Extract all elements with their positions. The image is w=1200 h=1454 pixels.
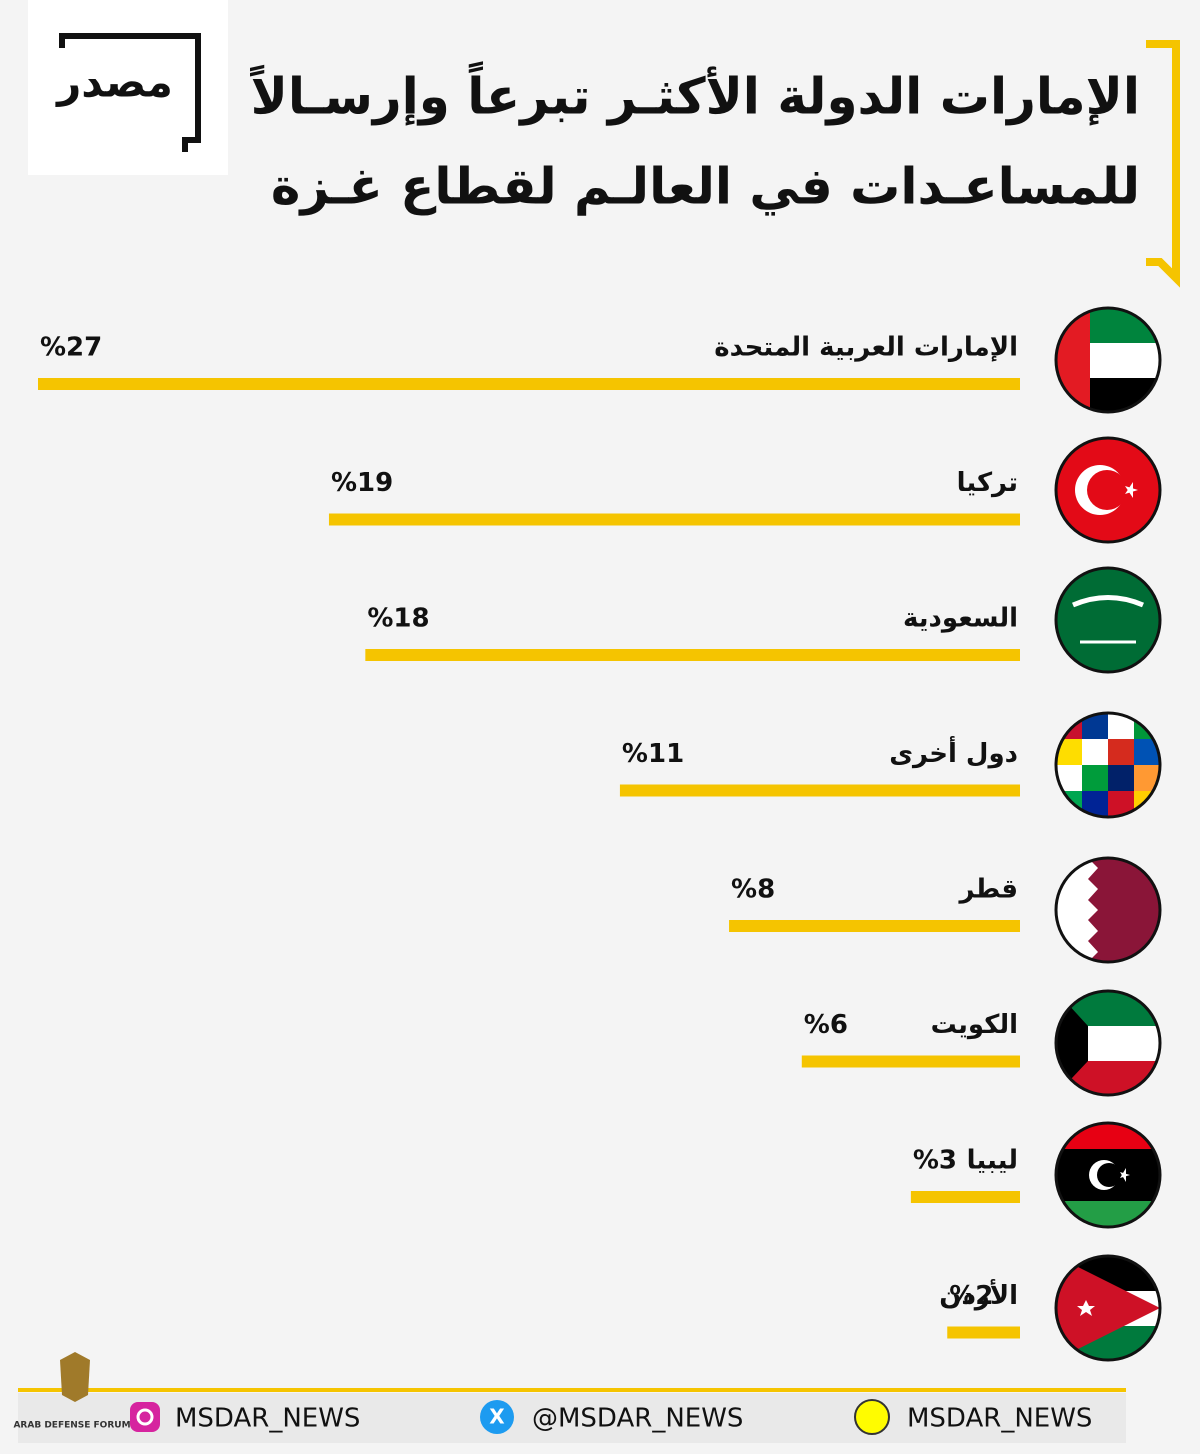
value-label: %8: [731, 875, 775, 905]
title-line: للمساعـدات في العالـم لقطاع غـزة: [271, 158, 1140, 217]
flag-uae: [1054, 306, 1162, 414]
flag-jordan: [1054, 1254, 1162, 1362]
bar: [619, 784, 1020, 797]
watermark-shield: [60, 1352, 90, 1402]
flag-kuwait: [1054, 989, 1162, 1097]
title-line: الإمارات الدولة الأكثـر تبرعاً وإرسـالاً: [250, 61, 1140, 127]
value-label: %3: [913, 1146, 957, 1176]
category-label: قطر: [957, 875, 1018, 905]
category-label: الإمارات العربية المتحدة: [714, 333, 1018, 363]
bar: [729, 920, 1020, 932]
category-label: الأردن: [939, 1279, 1018, 1311]
watermark: ARAB DEFENSE FORUM: [13, 1421, 130, 1431]
value-label: %19: [331, 468, 393, 498]
flag-qatar: [1054, 856, 1162, 964]
value-label: %27: [40, 333, 102, 363]
category-label: السعودية: [903, 604, 1018, 634]
logo-text: مصدر: [55, 58, 173, 107]
instagram-icon-lens: [136, 1408, 154, 1426]
footer-handle: @MSDAR_NEWS: [532, 1404, 743, 1434]
flag-others: [1054, 711, 1162, 819]
value-label: %2: [949, 1281, 993, 1311]
bar: [328, 513, 1020, 526]
value-label: %11: [622, 739, 684, 769]
footer-bar: [18, 1393, 1126, 1443]
logo-bracket: [59, 33, 201, 152]
value-label: %18: [367, 604, 429, 634]
x-icon: [480, 1400, 514, 1434]
snapchat-icon: [854, 1399, 890, 1435]
bar: [947, 1326, 1020, 1339]
category-label: دول أخرى: [889, 736, 1018, 769]
flag-turkey: [1054, 436, 1162, 544]
flag-libya: [1054, 1121, 1162, 1229]
x-icon-glyph: X: [489, 1405, 505, 1429]
title-bracket: [1146, 40, 1180, 288]
bar: [38, 378, 1020, 390]
flag-saudi: [1054, 566, 1162, 674]
footer-line: [18, 1388, 1126, 1392]
footer-handle: MSDAR_NEWS: [907, 1404, 1092, 1434]
bar: [801, 1055, 1020, 1068]
bar: [365, 649, 1020, 661]
footer-handle: MSDAR_NEWS: [175, 1404, 360, 1434]
bar: [910, 1191, 1020, 1203]
value-label: %6: [804, 1010, 848, 1040]
category-label: الكويت: [931, 1010, 1018, 1040]
instagram-icon: [130, 1402, 160, 1432]
category-label: تركيا: [957, 468, 1018, 498]
logo-box: [28, 0, 228, 175]
category-label: ليبيا: [967, 1146, 1018, 1176]
